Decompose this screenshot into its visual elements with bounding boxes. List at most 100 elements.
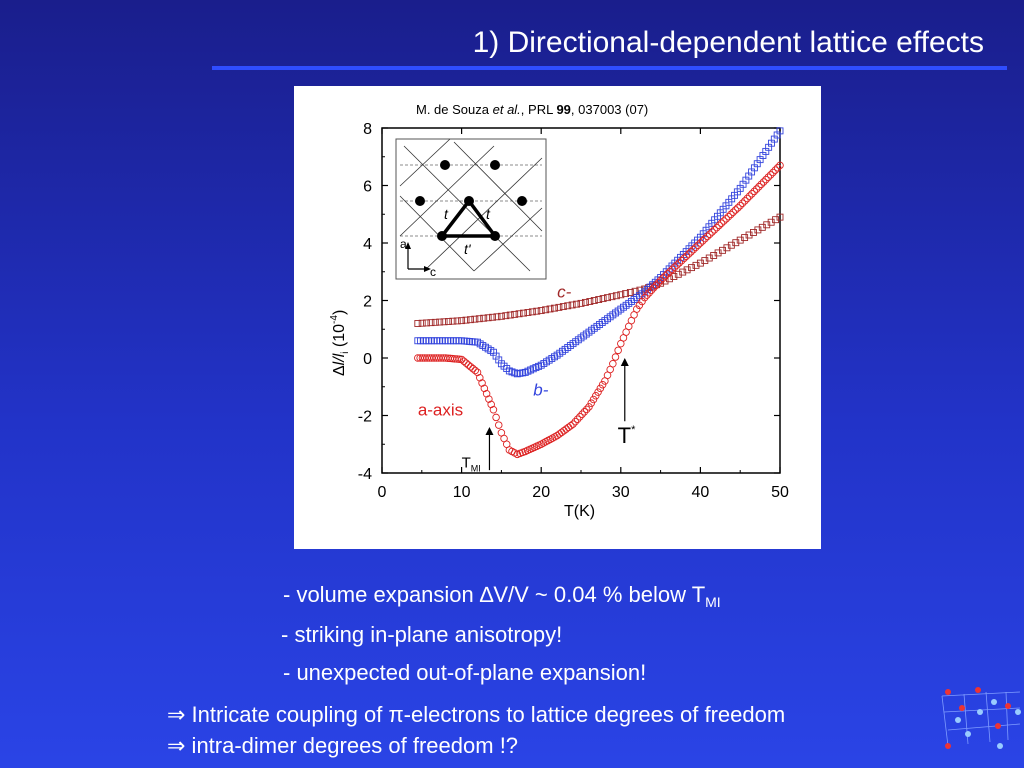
data-point — [445, 318, 452, 325]
data-point — [688, 264, 696, 272]
data-point — [745, 192, 754, 200]
data-point — [475, 315, 483, 323]
data-point — [715, 221, 723, 230]
y-tick-label: 0 — [363, 351, 372, 368]
y-tick-label: 8 — [363, 121, 372, 138]
data-point — [587, 399, 595, 407]
annotation-arrowhead — [620, 358, 629, 366]
data-point — [462, 316, 470, 324]
data-point — [626, 288, 634, 296]
data-point — [557, 428, 566, 437]
data-point — [578, 410, 586, 419]
data-point — [524, 309, 532, 316]
conclusion-intra-dimer: ⇒ intra-dimer degrees of freedom !? — [167, 733, 519, 758]
data-point — [520, 309, 527, 317]
citation: M. de Souza et al., PRL 99, 037003 (07) — [416, 102, 648, 117]
data-point — [766, 171, 775, 179]
data-point — [769, 168, 777, 177]
data-point — [762, 175, 770, 184]
data-point — [663, 270, 672, 278]
data-point — [418, 319, 426, 327]
title-underline — [212, 66, 1007, 70]
data-point — [734, 204, 742, 212]
series-b — [414, 127, 784, 378]
x-tick-label: 50 — [771, 484, 789, 501]
data-point — [546, 305, 554, 313]
data-point — [533, 307, 541, 315]
data-point — [675, 259, 684, 267]
series-label-b: b- — [533, 380, 548, 399]
data-point — [471, 366, 479, 375]
data-point — [455, 355, 464, 363]
lattice-logo-decoration — [941, 687, 1021, 749]
data-point — [654, 279, 663, 287]
data-point — [680, 254, 688, 263]
data-point — [677, 256, 686, 265]
crystal-lattice-inset: t t t' a c — [395, 138, 547, 280]
y-tick-label: 4 — [363, 236, 372, 253]
data-point — [622, 290, 630, 298]
data-point — [724, 212, 733, 221]
data-point — [659, 274, 667, 282]
figure-panel: M. de Souza et al., PRL 99, 037003 (07) … — [294, 86, 821, 549]
data-point — [764, 173, 773, 181]
data-point — [776, 161, 784, 170]
data-point — [471, 315, 479, 323]
data-point — [708, 228, 716, 236]
data-point — [555, 303, 563, 311]
x-tick-label: 0 — [378, 484, 387, 501]
data-point — [423, 319, 431, 327]
data-point — [484, 314, 492, 322]
y-tick-label: 2 — [363, 294, 372, 311]
data-point — [576, 412, 584, 421]
data-point — [706, 230, 714, 238]
data-point — [427, 319, 435, 327]
conclusion-coupling: ⇒ Intricate coupling of π-electrons to l… — [167, 702, 786, 727]
data-point — [573, 300, 581, 308]
data-point — [515, 310, 523, 318]
data-point — [453, 355, 461, 363]
data-point — [741, 197, 749, 205]
data-point — [466, 363, 475, 371]
data-point — [502, 312, 510, 320]
data-point — [638, 297, 646, 306]
data-point — [682, 252, 691, 260]
data-point — [757, 180, 766, 189]
data-point — [598, 380, 607, 389]
data-point — [687, 248, 695, 256]
data-point — [586, 298, 594, 305]
data-point — [692, 261, 700, 269]
data-point — [698, 237, 707, 245]
data-point — [617, 291, 625, 299]
data-point — [755, 182, 763, 191]
x-tick-label: 40 — [692, 484, 710, 501]
data-point — [590, 297, 598, 304]
data-point — [776, 213, 784, 221]
y-axis-label: Δl/li (10-4) — [329, 310, 351, 376]
data-point — [748, 190, 756, 198]
data-point — [542, 306, 550, 314]
data-point — [673, 261, 681, 269]
data-point — [581, 298, 589, 306]
data-point — [691, 243, 700, 252]
data-point — [696, 239, 705, 247]
y-tick-label: 6 — [363, 179, 372, 196]
data-point — [564, 302, 572, 310]
data-point — [492, 413, 500, 422]
data-point — [612, 292, 620, 300]
data-point — [453, 317, 461, 325]
axes-layer: 0 10 20 30 40 50 -4 -2 0 2 4 6 8 — [358, 121, 789, 501]
data-point — [489, 313, 497, 321]
annotation-tmi: TMI — [462, 454, 481, 473]
data-point — [771, 166, 780, 174]
data-point — [661, 272, 670, 280]
expansion-chart: M. de Souza et al., PRL 99, 037003 (07) … — [329, 102, 789, 520]
data-point — [569, 420, 577, 428]
series-aaxis — [414, 161, 784, 459]
data-point — [469, 364, 477, 373]
data-point — [674, 270, 682, 278]
data-point — [582, 405, 591, 414]
data-point — [643, 291, 651, 299]
data-point — [431, 318, 439, 326]
data-point — [568, 301, 576, 309]
